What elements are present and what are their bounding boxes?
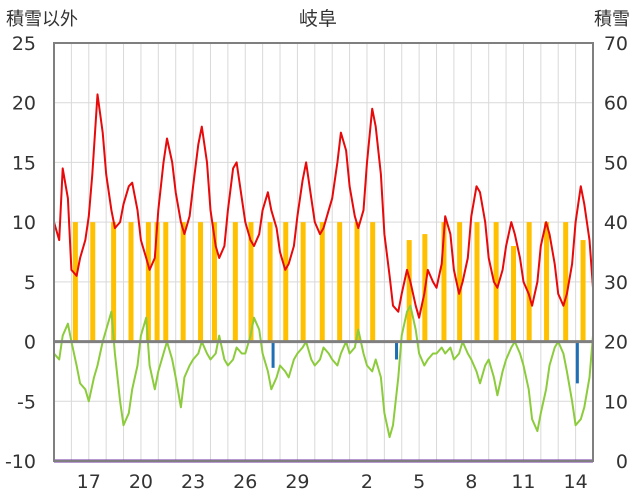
sunshine-bar bbox=[232, 222, 238, 342]
axes bbox=[53, 42, 594, 462]
y-right-tick-label: 0 bbox=[616, 451, 628, 473]
sunshine-bar bbox=[337, 222, 343, 342]
x-tick-label: 8 bbox=[465, 471, 477, 493]
right-axis-label: 積雪 bbox=[594, 9, 630, 30]
sunshine-bar bbox=[493, 222, 499, 342]
sunshine-bar bbox=[145, 222, 151, 342]
y-right-tick-label: 70 bbox=[604, 33, 628, 55]
y-left-tick-label: 10 bbox=[12, 212, 36, 234]
y-left-tick-label: 0 bbox=[24, 332, 36, 354]
y-right-tick-label: 20 bbox=[604, 332, 628, 354]
sunshine-bar bbox=[154, 222, 160, 342]
sunshine-bar bbox=[457, 222, 463, 342]
sunshine-bar bbox=[474, 222, 480, 342]
sunshine-bar bbox=[511, 246, 517, 342]
chart-title: 岐阜 bbox=[299, 8, 337, 30]
sunshine-bar bbox=[283, 222, 289, 342]
y-right-tick-label: 50 bbox=[604, 152, 628, 174]
sunshine-bar bbox=[198, 222, 204, 342]
x-tick-label: 20 bbox=[129, 471, 153, 493]
y-left-tick-label: -5 bbox=[17, 391, 36, 413]
sunshine-bar bbox=[370, 222, 376, 342]
y-right-tick-label: 10 bbox=[604, 391, 628, 413]
sunshine-bar bbox=[180, 222, 186, 342]
x-tick-label: 11 bbox=[511, 471, 535, 493]
precipitation-bar bbox=[271, 341, 275, 368]
sunshine-bar bbox=[211, 222, 217, 342]
x-tick-label: 5 bbox=[413, 471, 425, 493]
sunshine-bar bbox=[111, 222, 117, 342]
precipitation-bar bbox=[395, 341, 399, 360]
sunshine-bar bbox=[319, 222, 325, 342]
x-tick-label: 26 bbox=[233, 471, 257, 493]
x-tick-label: 14 bbox=[564, 471, 588, 493]
sunshine-bar bbox=[163, 222, 169, 342]
sunshine-bar bbox=[248, 222, 254, 342]
sunshine-bar bbox=[300, 222, 306, 342]
sunshine-bar bbox=[441, 222, 447, 342]
y-right-tick-label: 30 bbox=[604, 272, 628, 294]
sunshine-bar bbox=[72, 222, 78, 342]
sunshine-bar bbox=[563, 222, 569, 342]
plot-frame bbox=[53, 42, 594, 462]
x-tick-label: 2 bbox=[361, 471, 373, 493]
sunshine-bar bbox=[580, 240, 586, 342]
sunshine-bar bbox=[90, 222, 96, 342]
sunshine-bar bbox=[544, 222, 550, 342]
y-left-tick-label: 25 bbox=[12, 33, 36, 55]
y-right-tick-label: 60 bbox=[604, 93, 628, 115]
x-tick-label: 23 bbox=[181, 471, 205, 493]
sunshine-bar bbox=[267, 222, 273, 342]
min-temp-line bbox=[53, 304, 594, 439]
y-left-tick-label: 15 bbox=[12, 152, 36, 174]
sunshine-bar bbox=[526, 222, 532, 342]
sunshine-bar bbox=[354, 222, 360, 342]
precipitation-bar bbox=[575, 341, 579, 384]
max-temp-line bbox=[53, 93, 594, 319]
sunshine-bar bbox=[128, 222, 134, 342]
x-tick-label: 29 bbox=[285, 471, 309, 493]
y-right-tick-label: 40 bbox=[604, 212, 628, 234]
y-left-tick-label: -10 bbox=[5, 451, 36, 473]
y-left-tick-label: 5 bbox=[24, 272, 36, 294]
x-tick-label: 17 bbox=[77, 471, 101, 493]
left-axis-label: 積雪以外 bbox=[6, 9, 78, 30]
y-left-tick-label: 20 bbox=[12, 93, 36, 115]
sunshine-bar bbox=[406, 240, 412, 342]
